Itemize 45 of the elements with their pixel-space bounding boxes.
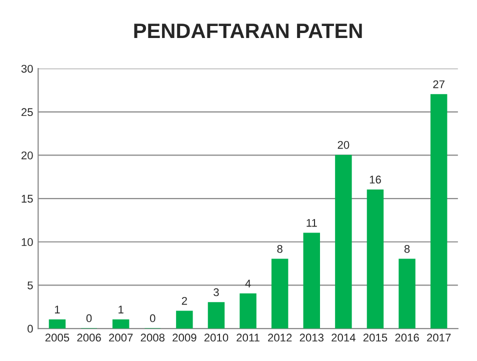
- data-label: 16: [370, 176, 381, 184]
- y-tick-label: 15: [22, 194, 33, 203]
- data-label: 0: [150, 314, 156, 322]
- bar: [335, 154, 352, 329]
- bar: [430, 94, 448, 329]
- y-tick-label: 10: [22, 238, 33, 246]
- x-tick-label: 2010: [204, 334, 228, 342]
- x-tick-label: 2015: [363, 334, 388, 342]
- data-label: 3: [214, 288, 219, 296]
- x-tick-label: 2014: [332, 334, 356, 342]
- data-label: 1: [55, 306, 60, 314]
- y-tick-label: 5: [28, 282, 33, 290]
- bar: [303, 232, 320, 329]
- x-tick-label: 2013: [300, 334, 324, 342]
- x-tick-label: 2008: [140, 334, 165, 342]
- y-tick-label: 0: [28, 324, 33, 333]
- x-tick-label: 2006: [77, 334, 101, 342]
- bar: [398, 258, 416, 329]
- y-tick-label: 25: [22, 108, 33, 116]
- bar: [208, 302, 225, 329]
- bar: [48, 319, 66, 329]
- x-tick-label: 2011: [236, 334, 260, 342]
- bar: [240, 293, 256, 329]
- y-tick-label: 30: [21, 64, 33, 73]
- x-tick-label: 2007: [109, 334, 133, 342]
- data-label: 8: [404, 244, 410, 253]
- x-tick-label: 2009: [172, 334, 196, 342]
- data-label: 27: [433, 80, 444, 88]
- data-label: 0: [86, 314, 92, 322]
- data-label: 4: [245, 280, 251, 288]
- x-tick-label: 2012: [268, 334, 292, 342]
- y-tick-label: 20: [22, 151, 33, 160]
- bar: [366, 189, 384, 329]
- data-label: 20: [338, 141, 350, 149]
- data-label: 11: [306, 219, 317, 227]
- bar: [176, 310, 193, 329]
- bar: [271, 258, 288, 329]
- x-tick-label: 2016: [395, 334, 419, 342]
- x-tick-label: 2005: [45, 334, 70, 342]
- data-label: 8: [277, 244, 282, 253]
- data-label: 2: [182, 296, 187, 305]
- bar: [112, 319, 130, 329]
- x-tick-label: 2017: [427, 334, 451, 342]
- data-label: 1: [118, 306, 124, 314]
- chart-title: PENDAFTARAN PATEN: [134, 24, 362, 38]
